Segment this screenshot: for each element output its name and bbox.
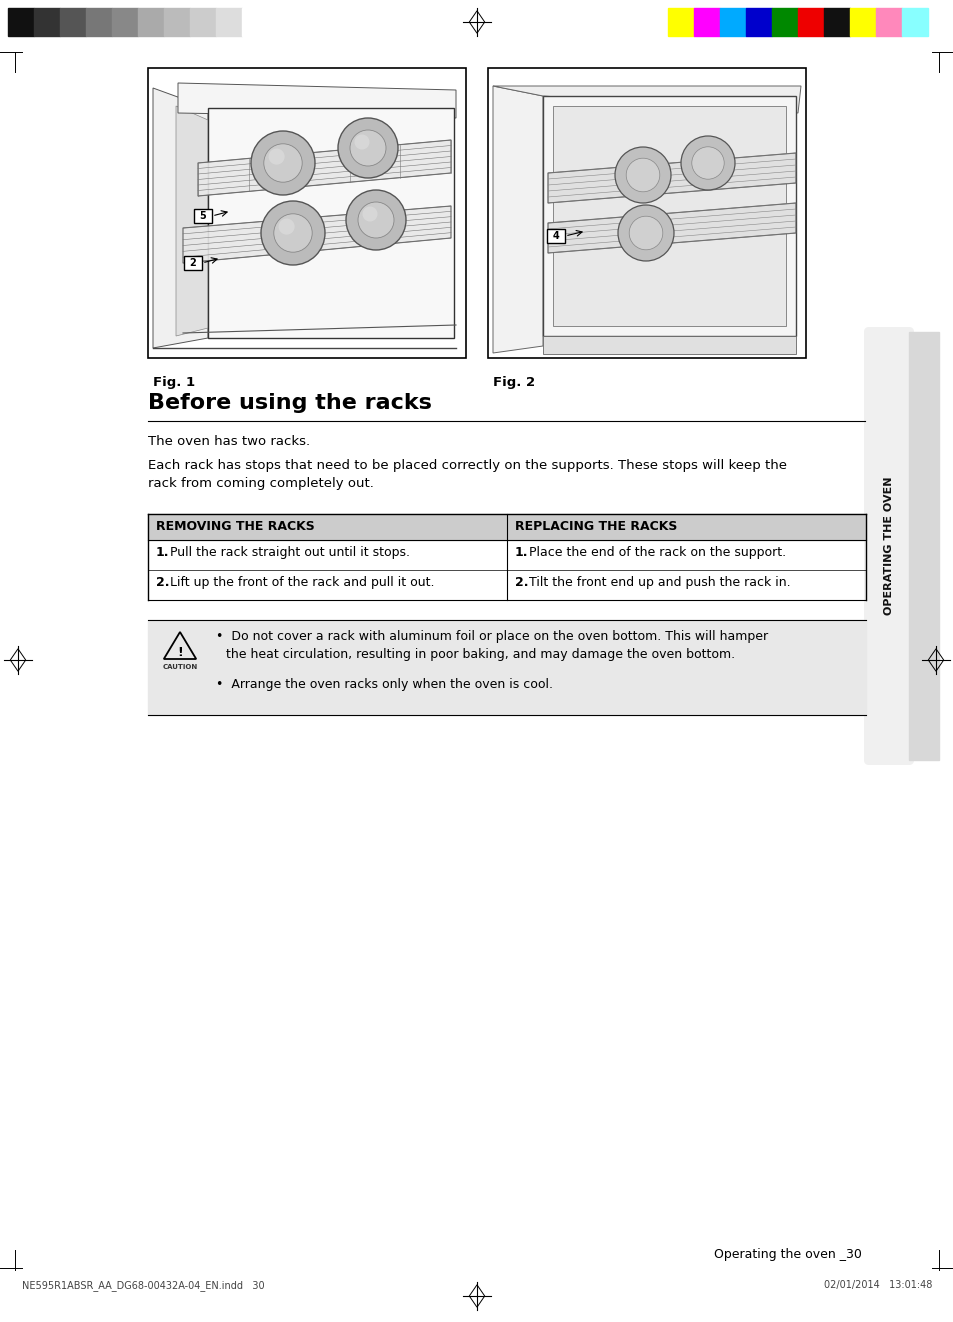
Polygon shape xyxy=(152,89,208,348)
Bar xyxy=(720,8,745,36)
Polygon shape xyxy=(493,86,801,112)
Circle shape xyxy=(350,130,386,167)
Text: 1.: 1. xyxy=(156,546,170,559)
FancyBboxPatch shape xyxy=(546,229,564,243)
Circle shape xyxy=(625,159,659,192)
FancyBboxPatch shape xyxy=(863,327,913,765)
Polygon shape xyxy=(178,83,456,118)
Text: 5: 5 xyxy=(199,212,206,221)
Text: 2.: 2. xyxy=(515,576,528,590)
Text: 4: 4 xyxy=(552,231,558,241)
Circle shape xyxy=(362,206,377,222)
Text: CAUTION: CAUTION xyxy=(162,664,197,670)
Bar xyxy=(693,8,720,36)
Bar xyxy=(875,8,901,36)
Text: Each rack has stops that need to be placed correctly on the supports. These stop: Each rack has stops that need to be plac… xyxy=(148,459,786,472)
Polygon shape xyxy=(198,140,451,196)
Text: •  Arrange the oven racks only when the oven is cool.: • Arrange the oven racks only when the o… xyxy=(215,678,553,691)
Text: Fig. 1: Fig. 1 xyxy=(152,375,195,389)
Bar xyxy=(190,8,215,36)
Bar xyxy=(86,8,112,36)
Circle shape xyxy=(269,148,284,165)
Bar xyxy=(553,106,785,327)
Polygon shape xyxy=(547,204,795,253)
Polygon shape xyxy=(183,206,451,263)
Bar xyxy=(242,8,268,36)
Bar xyxy=(8,8,34,36)
Text: 1.: 1. xyxy=(515,546,528,559)
Bar xyxy=(148,67,465,358)
Circle shape xyxy=(346,190,406,250)
Bar xyxy=(34,8,60,36)
Text: OPERATING THE OVEN: OPERATING THE OVEN xyxy=(883,477,893,615)
Bar xyxy=(138,8,164,36)
Bar xyxy=(542,97,795,336)
Circle shape xyxy=(355,135,369,149)
Polygon shape xyxy=(493,86,542,353)
Bar xyxy=(112,8,138,36)
Circle shape xyxy=(261,201,325,264)
Text: 2: 2 xyxy=(190,258,196,268)
Text: Operating the oven _30: Operating the oven _30 xyxy=(714,1248,862,1261)
Text: REPLACING THE RACKS: REPLACING THE RACKS xyxy=(515,521,677,534)
Text: The oven has two racks.: The oven has two racks. xyxy=(148,435,310,448)
Circle shape xyxy=(274,214,312,253)
Bar xyxy=(901,8,927,36)
Circle shape xyxy=(615,147,670,204)
Text: the heat circulation, resulting in poor baking, and may damage the oven bottom.: the heat circulation, resulting in poor … xyxy=(226,648,735,661)
Bar xyxy=(823,8,849,36)
Polygon shape xyxy=(175,106,208,336)
Text: 02/01/2014   13:01:48: 02/01/2014 13:01:48 xyxy=(822,1280,931,1290)
Text: !: ! xyxy=(177,645,183,658)
Bar xyxy=(542,336,795,354)
Text: 2.: 2. xyxy=(156,576,170,590)
Text: Place the end of the rack on the support.: Place the end of the rack on the support… xyxy=(529,546,785,559)
Text: Before using the racks: Before using the racks xyxy=(148,393,432,412)
Text: Tilt the front end up and push the rack in.: Tilt the front end up and push the rack … xyxy=(529,576,790,590)
Circle shape xyxy=(629,217,662,250)
Text: NE595R1ABSR_AA_DG68-00432A-04_EN.indd   30: NE595R1ABSR_AA_DG68-00432A-04_EN.indd 30 xyxy=(22,1280,264,1290)
Text: rack from coming completely out.: rack from coming completely out. xyxy=(148,477,374,490)
Bar xyxy=(215,8,242,36)
FancyBboxPatch shape xyxy=(184,256,202,270)
Text: Fig. 2: Fig. 2 xyxy=(493,375,535,389)
Bar xyxy=(488,67,805,358)
Bar xyxy=(148,514,865,539)
Circle shape xyxy=(680,136,734,190)
Text: •  Do not cover a rack with aluminum foil or place on the oven bottom. This will: • Do not cover a rack with aluminum foil… xyxy=(215,631,767,642)
Text: Lift up the front of the rack and pull it out.: Lift up the front of the rack and pull i… xyxy=(170,576,434,590)
Polygon shape xyxy=(547,153,795,204)
Bar xyxy=(849,8,875,36)
Circle shape xyxy=(251,131,314,196)
Circle shape xyxy=(357,202,394,238)
Circle shape xyxy=(278,218,294,234)
FancyBboxPatch shape xyxy=(193,209,212,223)
Bar xyxy=(60,8,86,36)
Bar xyxy=(908,332,938,760)
Bar xyxy=(148,620,865,715)
Bar xyxy=(771,8,797,36)
Bar xyxy=(797,8,823,36)
Bar xyxy=(208,108,454,338)
Circle shape xyxy=(337,118,397,178)
Circle shape xyxy=(618,205,673,260)
Text: Pull the rack straight out until it stops.: Pull the rack straight out until it stop… xyxy=(170,546,410,559)
Circle shape xyxy=(264,144,302,182)
Bar xyxy=(745,8,771,36)
Text: REMOVING THE RACKS: REMOVING THE RACKS xyxy=(156,521,314,534)
Bar xyxy=(164,8,190,36)
Bar xyxy=(667,8,693,36)
Circle shape xyxy=(691,147,723,180)
